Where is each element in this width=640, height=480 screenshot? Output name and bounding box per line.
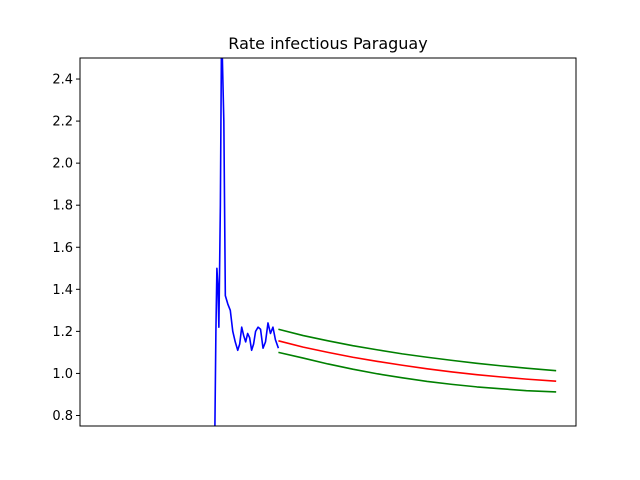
y-tick-label: 2.2 <box>52 115 73 130</box>
series-line-4 <box>278 351 557 393</box>
plot-frame <box>79 57 577 427</box>
series-line-3 <box>278 328 557 372</box>
series-line-2 <box>278 340 557 383</box>
y-axis: 0.8 1.0 1.2 1.4 1.6 1.8 2.0 2.2 2.4 <box>52 73 80 424</box>
y-tick-label: 1.8 <box>52 199 73 214</box>
y-tick-label: 2.4 <box>52 73 73 88</box>
y-tick-label: 1.2 <box>52 325 73 340</box>
series-line-1 <box>214 58 280 426</box>
y-tick-label: 0.8 <box>52 409 73 424</box>
y-tick-label: 1.0 <box>52 367 73 382</box>
chart-title: Rate infectious Paraguay <box>228 34 427 53</box>
y-tick-label: 1.4 <box>52 283 73 298</box>
y-tick-label: 1.6 <box>52 241 73 256</box>
y-tick-label: 2.0 <box>52 157 73 172</box>
series-layer <box>214 58 557 426</box>
